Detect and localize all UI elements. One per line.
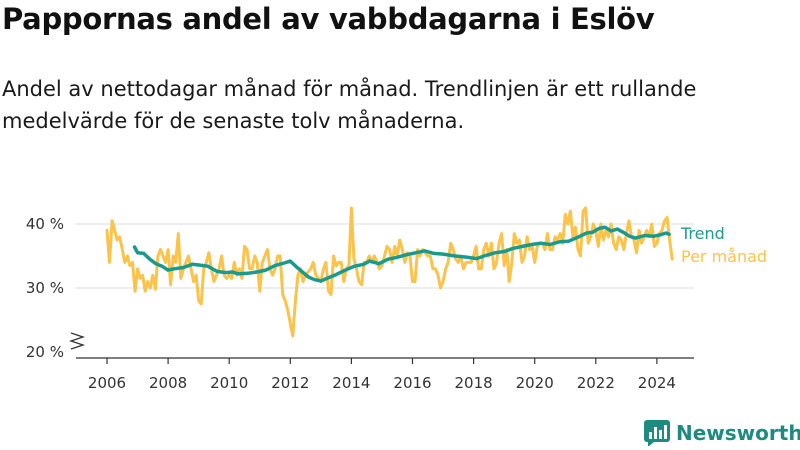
chart-subtitle: Andel av nettodagar månad för månad. Tre… xyxy=(2,77,697,133)
x-tick-label: 2008 xyxy=(149,374,187,392)
gridlines xyxy=(76,223,694,289)
x-tick-label: 2014 xyxy=(332,374,370,392)
series-line-trend xyxy=(132,225,671,283)
x-tick-label: 2018 xyxy=(455,374,493,392)
x-tick-label: 2012 xyxy=(271,374,309,392)
x-tick-label: 2006 xyxy=(88,374,126,392)
x-tick-label: 2010 xyxy=(210,374,248,392)
x-tick-label: 2022 xyxy=(577,374,615,392)
series-lines xyxy=(105,206,674,338)
chart-title: Pappornas andel av vabbdagarna i Eslöv xyxy=(2,2,655,36)
legend-label-per-manad: Per månad xyxy=(681,247,767,266)
y-axis-ticks: 20 % 30 % 40 % xyxy=(26,215,86,361)
legend-label-trend: Trend xyxy=(680,224,725,243)
x-tick-label: 2024 xyxy=(638,374,676,392)
x-axis: 2006 2008 2010 2012 2014 2016 2018 2020 2022 2024 xyxy=(76,357,694,392)
axis-break-icon xyxy=(68,332,86,350)
x-tick-label: 2020 xyxy=(516,374,554,392)
newsworthy-icon xyxy=(644,420,670,446)
legend: Trend Per månad xyxy=(680,224,767,266)
newsworthy-logo: Newsworthy xyxy=(644,420,800,446)
series-line-per-manad xyxy=(105,206,674,338)
y-tick-label: 40 % xyxy=(26,215,64,233)
x-tick-label: 2016 xyxy=(393,374,431,392)
y-tick-label: 20 % xyxy=(26,343,64,361)
y-tick-label: 30 % xyxy=(26,279,64,297)
brand-name: Newsworthy xyxy=(676,421,800,445)
